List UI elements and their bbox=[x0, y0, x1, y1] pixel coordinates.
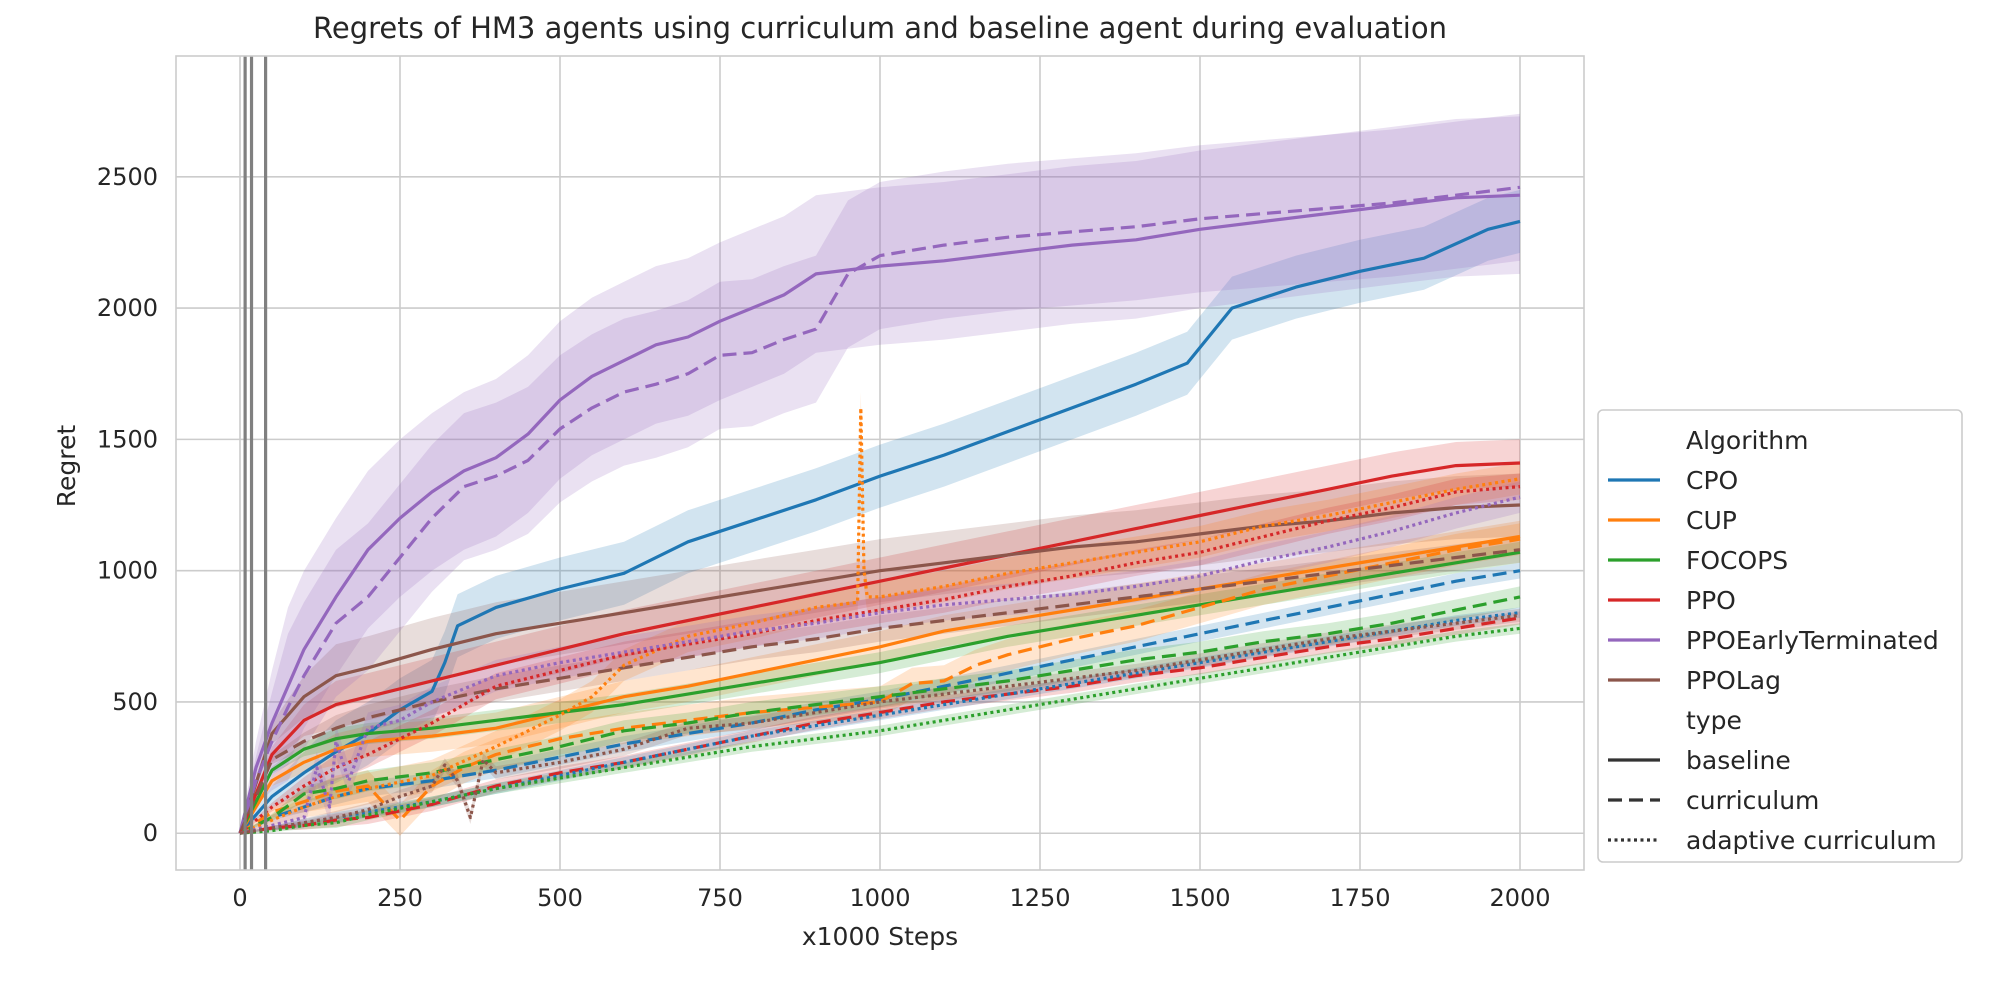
band-cup-curriculum bbox=[240, 523, 1520, 836]
legend-entry-ppoearlyterminated: PPOEarlyTerminated bbox=[1686, 626, 1939, 655]
x-tick-label: 1500 bbox=[1169, 884, 1230, 912]
band-focops-adaptive-curriculum bbox=[240, 623, 1520, 834]
x-tick-label: 0 bbox=[232, 884, 247, 912]
line-focops-baseline bbox=[238, 550, 1521, 834]
line-ppo-baseline bbox=[238, 461, 1521, 834]
legend-entry-ppolag: PPOLag bbox=[1686, 666, 1781, 695]
x-tick-labels: 0 250 500 750 1000 1250 1500 1750 2000 bbox=[232, 884, 1550, 912]
x-tick-label: 1000 bbox=[849, 884, 910, 912]
line-cpo-adaptive-curriculum bbox=[239, 611, 1521, 835]
line-ppoearlyterminated-baseline bbox=[238, 193, 1521, 834]
line-ppolag-curriculum bbox=[238, 548, 1521, 834]
x-tick-label: 1250 bbox=[1009, 884, 1070, 912]
legend-entry-ppo: PPO bbox=[1686, 586, 1736, 615]
plot-frame bbox=[175, 55, 1585, 871]
band-ppoearlyterminated-baseline bbox=[240, 116, 1520, 834]
legend-entry-curriculum: curriculum bbox=[1686, 786, 1819, 815]
x-tick-label: 750 bbox=[697, 884, 743, 912]
band-cpo-baseline bbox=[240, 189, 1520, 834]
vertical-markers bbox=[243, 56, 268, 870]
band-ppo-baseline bbox=[240, 439, 1520, 834]
y-axis-label: Regret bbox=[52, 425, 81, 508]
x-tick-label: 2000 bbox=[1489, 884, 1550, 912]
y-tick-label: 1000 bbox=[97, 557, 158, 585]
line-ppolag-adaptive-curriculum bbox=[239, 613, 1521, 835]
legend-title-algorithm: Algorithm bbox=[1686, 426, 1808, 455]
band-cup-adaptive-curriculum bbox=[240, 392, 1520, 834]
x-tick-label: 500 bbox=[537, 884, 583, 912]
legend-box bbox=[1597, 409, 1963, 863]
legend-entry-cpo: CPO bbox=[1686, 466, 1738, 495]
band-ppolag-baseline bbox=[240, 473, 1520, 834]
line-cup-curriculum bbox=[239, 537, 1521, 835]
legend: Algorithm CPO CUP FOCOPS PPO PPOEarlyTerminat… bbox=[1597, 409, 1963, 863]
legend-title-type: type bbox=[1686, 706, 1742, 735]
legend-entry-focops: FOCOPS bbox=[1686, 546, 1788, 575]
line-focops-adaptive-curriculum bbox=[239, 626, 1521, 835]
y-tick-label: 500 bbox=[112, 688, 158, 716]
series-lines bbox=[238, 185, 1521, 835]
line-cup-baseline bbox=[238, 534, 1521, 835]
line-ppolag-baseline bbox=[238, 503, 1521, 834]
plot-border bbox=[175, 55, 1585, 871]
x-tick-label: 250 bbox=[377, 884, 423, 912]
line-focops-curriculum bbox=[239, 595, 1521, 835]
gridlines bbox=[176, 56, 1584, 870]
band-focops-curriculum bbox=[240, 586, 1520, 834]
band-focops-baseline bbox=[240, 541, 1520, 834]
band-cup-baseline bbox=[240, 520, 1520, 834]
line-cpo-curriculum bbox=[239, 569, 1521, 835]
y-tick-label: 2500 bbox=[97, 163, 158, 191]
band-ppo-adaptive-curriculum bbox=[240, 473, 1520, 834]
y-tick-label: 1500 bbox=[97, 425, 158, 453]
line-ppoearlyterminated-adaptive-curriculum bbox=[239, 495, 1521, 835]
legend-entry-baseline: baseline bbox=[1686, 746, 1791, 775]
x-axis-label: x1000 Steps bbox=[802, 922, 958, 951]
y-tick-label: 2000 bbox=[97, 294, 158, 322]
chart-title: Regrets of HM3 agents using curriculum a… bbox=[313, 11, 1447, 45]
legend-entry-cup: CUP bbox=[1686, 506, 1737, 535]
band-ppoearlyterminated-curriculum bbox=[240, 113, 1520, 834]
line-ppoearlyterminated-curriculum bbox=[238, 185, 1521, 834]
legend-entry-adaptive-curriculum: adaptive curriculum bbox=[1686, 826, 1937, 855]
x-tick-label: 1750 bbox=[1329, 884, 1390, 912]
y-tick-labels: 0 500 1000 1500 2000 2500 bbox=[97, 163, 158, 847]
line-ppo-adaptive-curriculum bbox=[238, 485, 1521, 835]
y-tick-label: 0 bbox=[143, 819, 158, 847]
band-ppolag-adaptive-curriculum bbox=[240, 608, 1520, 834]
band-ppoearlyterminated-adaptive-curriculum bbox=[240, 481, 1520, 834]
